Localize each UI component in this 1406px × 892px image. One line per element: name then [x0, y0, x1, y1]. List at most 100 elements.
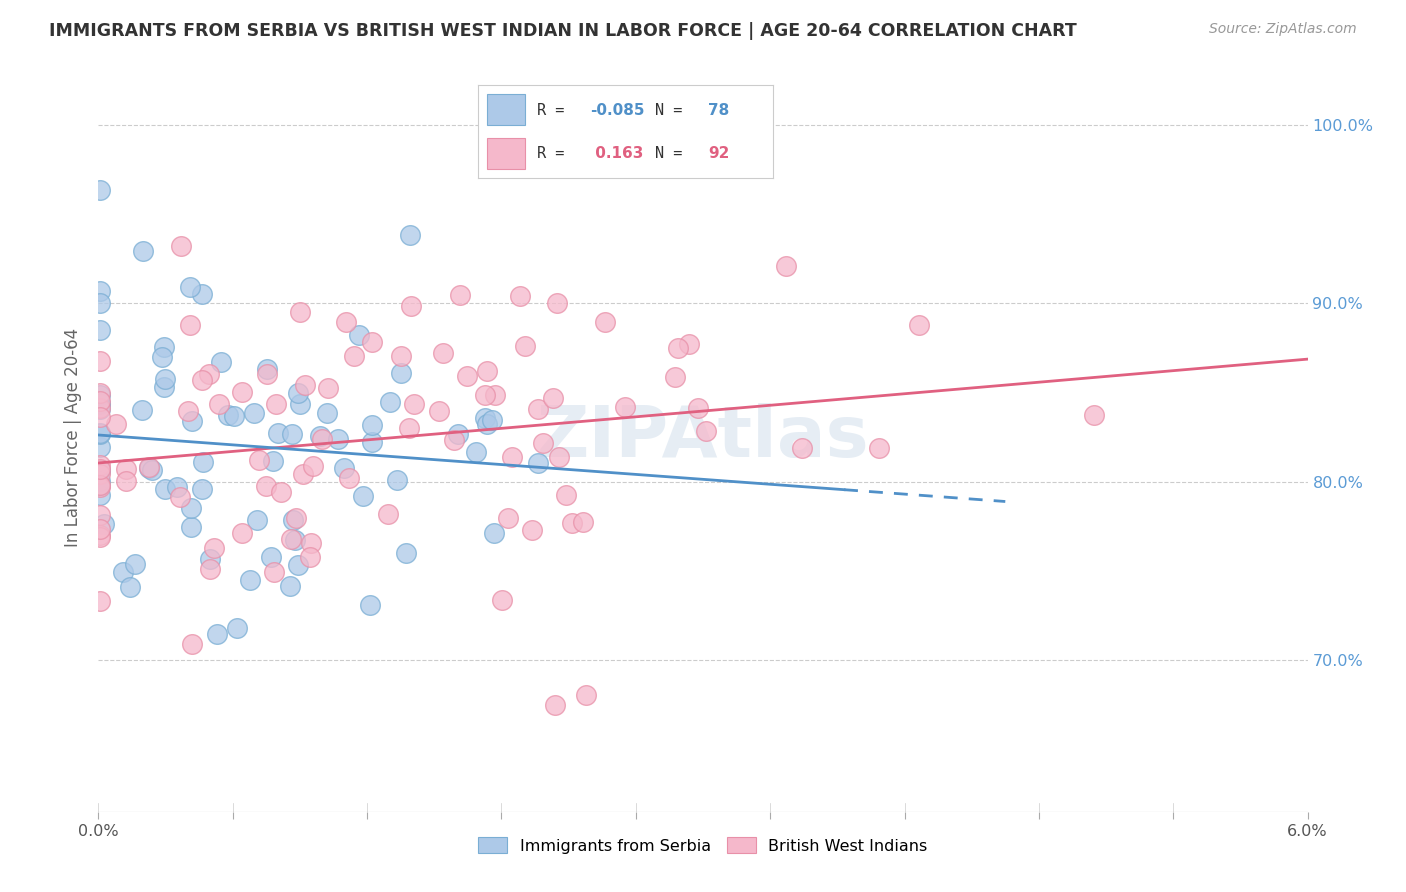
Point: [326, 432, 349, 446]
Point: [239, 573, 262, 587]
Point: [316, 406, 339, 420]
Point: [302, 459, 325, 474]
Point: [288, 304, 311, 318]
Point: [89, 464, 111, 478]
Point: [242, 406, 264, 420]
Point: [475, 364, 498, 378]
Point: [280, 532, 302, 546]
Point: [89, 385, 111, 400]
Point: [153, 482, 176, 496]
Point: [89, 425, 111, 440]
Point: [267, 426, 290, 441]
Point: [429, 404, 451, 418]
Point: [262, 454, 284, 468]
Point: [509, 289, 531, 303]
Point: [482, 525, 505, 540]
Point: [288, 397, 311, 411]
Text: Source: ZipAtlas.com: Source: ZipAtlas.com: [1209, 22, 1357, 37]
Point: [443, 433, 465, 447]
Point: [280, 426, 302, 441]
Point: [260, 549, 283, 564]
Point: [311, 432, 333, 446]
Point: [404, 397, 426, 411]
Point: [294, 378, 316, 392]
Point: [399, 299, 422, 313]
Point: [112, 565, 135, 579]
Point: [593, 315, 616, 329]
Text: 92: 92: [709, 145, 730, 161]
Point: [270, 485, 292, 500]
Point: [247, 453, 270, 467]
Point: [198, 368, 221, 382]
Point: [89, 508, 111, 523]
Point: [474, 388, 496, 402]
Point: [202, 541, 225, 556]
Point: [89, 594, 111, 608]
Point: [695, 424, 717, 438]
Point: [572, 515, 595, 529]
Point: [546, 296, 568, 310]
Point: [686, 401, 709, 415]
Point: [89, 284, 111, 298]
Point: [180, 500, 202, 515]
Point: [180, 520, 202, 534]
Point: [198, 562, 221, 576]
Point: [131, 244, 153, 259]
Point: [217, 408, 239, 422]
Point: [170, 239, 193, 253]
Point: [231, 526, 253, 541]
Point: [256, 367, 278, 381]
Point: [378, 395, 401, 409]
Point: [226, 621, 249, 635]
Point: [456, 369, 478, 384]
Point: [208, 397, 231, 411]
Point: [89, 467, 111, 482]
Text: 78: 78: [709, 103, 730, 118]
Point: [287, 558, 309, 572]
Point: [664, 369, 686, 384]
Point: [138, 461, 160, 475]
Point: [544, 698, 567, 712]
Point: [513, 339, 536, 353]
Point: [89, 323, 111, 337]
Y-axis label: In Labor Force | Age 20-64: In Labor Force | Age 20-64: [65, 327, 83, 547]
Point: [432, 345, 454, 359]
Point: [231, 384, 253, 399]
Point: [89, 397, 111, 411]
Point: [775, 260, 797, 274]
Point: [343, 349, 366, 363]
Text: IMMIGRANTS FROM SERBIA VS BRITISH WEST INDIAN IN LABOR FORCE | AGE 20-64 CORRELA: IMMIGRANTS FROM SERBIA VS BRITISH WEST I…: [49, 22, 1077, 40]
Text: ZIPAtlas: ZIPAtlas: [537, 402, 869, 472]
Text: R =: R =: [537, 103, 574, 118]
Point: [361, 434, 384, 449]
Text: 0.163: 0.163: [591, 145, 644, 161]
Point: [89, 409, 111, 424]
Point: [360, 598, 382, 612]
Point: [89, 478, 111, 492]
Point: [377, 507, 399, 521]
Point: [89, 354, 111, 368]
Point: [484, 388, 506, 402]
Bar: [486, 138, 526, 169]
Point: [138, 459, 160, 474]
Point: [190, 373, 212, 387]
Point: [395, 546, 418, 560]
Point: [527, 456, 550, 470]
Point: [89, 402, 111, 417]
Point: [89, 478, 111, 492]
Point: [474, 411, 496, 425]
Point: [89, 463, 111, 477]
Point: [361, 417, 384, 432]
Point: [318, 381, 340, 395]
Point: [298, 550, 321, 565]
Point: [256, 361, 278, 376]
Point: [385, 473, 408, 487]
Point: [115, 462, 138, 476]
Point: [352, 489, 374, 503]
Point: [153, 379, 176, 393]
Point: [361, 334, 384, 349]
Point: [222, 409, 245, 423]
Point: [246, 513, 269, 527]
Point: [531, 436, 554, 450]
Point: [281, 513, 304, 527]
